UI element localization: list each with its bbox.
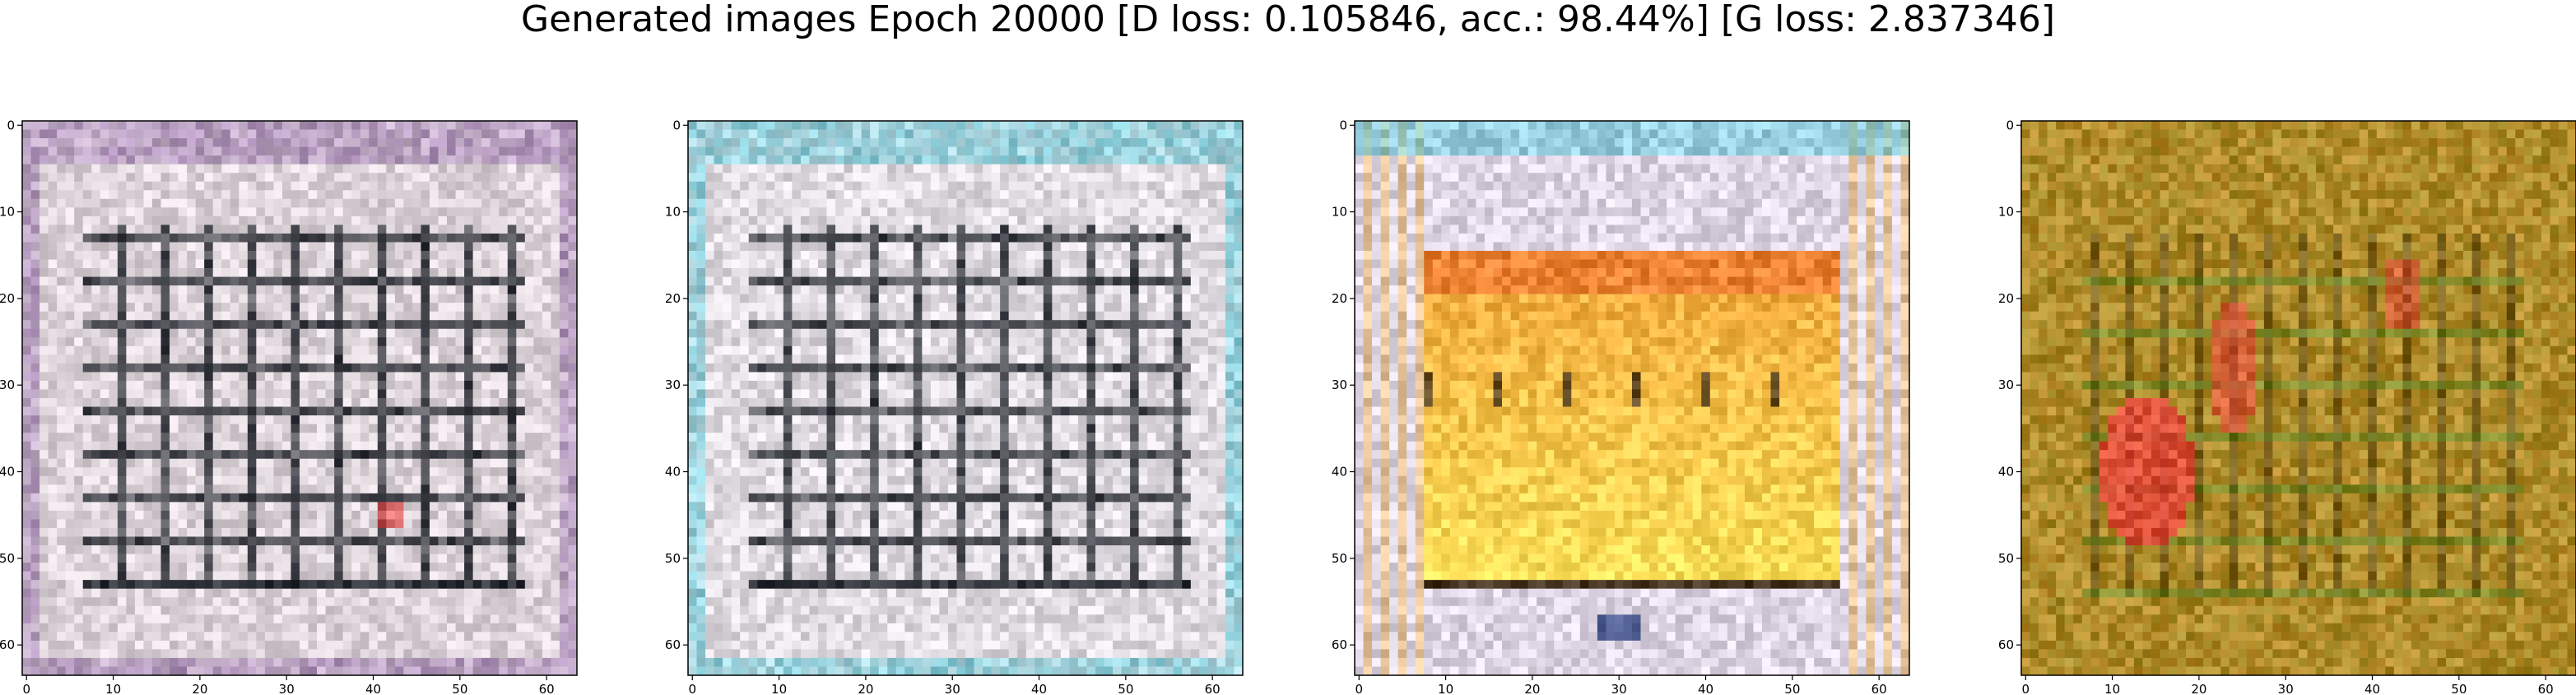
- x-tick-label: 50: [1784, 682, 1800, 695]
- x-tick-label: 0: [1355, 682, 1363, 695]
- x-tick-label: 50: [1118, 682, 1133, 695]
- x-tick-label: 40: [2364, 682, 2380, 695]
- image-panel-3: 0 0 10 10 20 20 30 30 40 40 50 50 60 60: [1332, 118, 1910, 695]
- y-tick-label: 50: [0, 551, 15, 566]
- x-tick-label: 20: [1524, 682, 1540, 695]
- x-tick-label: 60: [539, 682, 555, 695]
- y-tick-label: 50: [1332, 551, 1347, 566]
- y-tick-label: 40: [1332, 465, 1347, 480]
- x-tick-label: 30: [2278, 682, 2294, 695]
- x-tick-label: 30: [279, 682, 295, 695]
- y-tick-label: 50: [1998, 551, 2014, 566]
- y-tick-label: 0: [2006, 118, 2014, 132]
- y-tick-label: 0: [7, 118, 15, 132]
- y-tick-label: 20: [0, 291, 15, 306]
- y-tick-label: 0: [672, 118, 681, 132]
- x-tick-label: 0: [2021, 682, 2030, 695]
- y-tick-label: 60: [1998, 637, 2014, 652]
- x-tick-label: 10: [105, 682, 121, 695]
- y-tick-label: 40: [665, 465, 681, 480]
- y-tick-label: 20: [1998, 291, 2014, 306]
- y-tick-label: 10: [0, 205, 15, 220]
- x-tick-label: 40: [365, 682, 381, 695]
- x-tick-label: 60: [2538, 682, 2554, 695]
- axes-frame: [2020, 120, 2576, 676]
- axes-frame: [1354, 120, 1910, 676]
- y-tick-label: 30: [1332, 378, 1347, 392]
- image-panel-1: 0 0 10 10 20 20 30 30 40 40 50 50 60 60: [0, 118, 578, 695]
- y-tick-label: 50: [665, 551, 681, 566]
- y-tick-label: 10: [1998, 205, 2014, 220]
- y-tick-label: 20: [665, 291, 681, 306]
- x-tick-label: 60: [1872, 682, 1887, 695]
- y-tick-label: 30: [1998, 378, 2014, 392]
- y-tick-label: 40: [1998, 465, 2014, 480]
- x-tick-label: 20: [858, 682, 873, 695]
- x-tick-label: 10: [1438, 682, 1453, 695]
- x-tick-label: 50: [2451, 682, 2467, 695]
- axes-frame: [687, 120, 1244, 676]
- x-tick-label: 0: [688, 682, 696, 695]
- y-tick-label: 60: [665, 637, 681, 652]
- figure-title: Generated images Epoch 20000 [D loss: 0.…: [520, 0, 2056, 40]
- y-tick-label: 30: [0, 378, 15, 392]
- y-tick-label: 30: [665, 378, 681, 392]
- y-tick-label: 20: [1332, 291, 1347, 306]
- y-tick-label: 10: [665, 205, 681, 220]
- x-tick-label: 50: [452, 682, 467, 695]
- y-tick-label: 0: [1339, 118, 1347, 132]
- x-tick-label: 60: [1205, 682, 1221, 695]
- x-tick-label: 30: [1611, 682, 1627, 695]
- x-tick-label: 10: [2104, 682, 2120, 695]
- x-tick-label: 10: [771, 682, 787, 695]
- image-panel-2: 0 0 10 10 20 20 30 30 40 40 50 50 60 60: [665, 118, 1244, 695]
- y-tick-label: 40: [0, 465, 15, 480]
- x-tick-label: 0: [22, 682, 30, 695]
- x-tick-label: 40: [1698, 682, 1713, 695]
- image-panel-4: 0 0 10 10 20 20 30 30 40 40 50 50 60 60: [1998, 118, 2576, 695]
- x-tick-label: 20: [2191, 682, 2206, 695]
- y-tick-label: 60: [0, 637, 15, 652]
- y-tick-label: 60: [1332, 637, 1347, 652]
- x-tick-label: 30: [945, 682, 960, 695]
- x-tick-label: 20: [192, 682, 207, 695]
- y-tick-label: 10: [1332, 205, 1347, 220]
- x-tick-label: 40: [1031, 682, 1047, 695]
- axes-frame: [21, 120, 578, 676]
